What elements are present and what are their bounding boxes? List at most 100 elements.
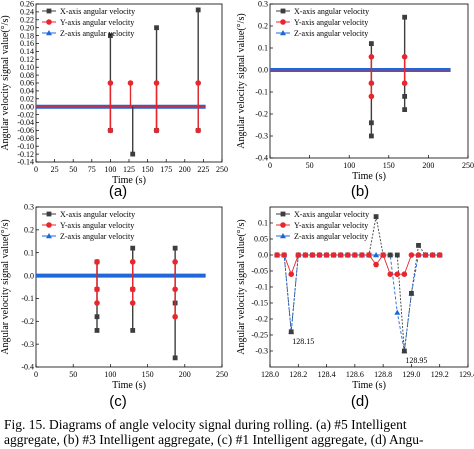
y-axis-label: Angular velocity signal value(°/s) <box>236 13 247 148</box>
y-tick-label: 0.08 <box>20 71 34 80</box>
panel-label: (a) <box>109 183 127 200</box>
x-tick-label: 128.0 <box>261 370 279 379</box>
x-tick-label: 50 <box>69 370 77 379</box>
data-point-y <box>337 252 344 258</box>
y-tick-label: 0.0 <box>258 66 268 75</box>
data-point-y <box>127 80 134 86</box>
y-tick-label: 0.2 <box>258 22 268 31</box>
data-point-x <box>172 355 178 361</box>
data-point-y <box>330 252 337 258</box>
legend-entry: X-axis angular velocity <box>60 210 135 219</box>
y-tick-label: 0.24 <box>20 8 34 17</box>
data-point-x <box>94 314 100 320</box>
data-point-x <box>394 252 400 258</box>
panel-label: (d) <box>351 393 369 410</box>
data-point-x <box>368 120 374 126</box>
legend-entry: Y-axis angular velocity <box>294 221 368 230</box>
x-axis-label: Time (s) <box>112 380 146 391</box>
legend-entry: Z-axis angular velocity <box>294 29 368 38</box>
y-tick-label: -0.02 <box>17 110 34 119</box>
figure-caption: Fig. 15. Diagrams of angle velocity sign… <box>4 417 474 447</box>
x-tick-label: 250 <box>216 165 228 174</box>
legend-entry: Y-axis angular velocity <box>60 221 134 230</box>
data-point-y <box>129 259 136 265</box>
chart-panel-4: -0.3 -0.25 -0.2 -0.15 -0.1 -0.05 0.0 0.05 0.1 128… <box>236 206 474 410</box>
legend: X-axis angular velocity Y-axis angular ve… <box>42 210 135 241</box>
x-tick-label: 0 <box>268 161 272 170</box>
x-tick-label: 250 <box>462 161 474 170</box>
y-tick-label: -0.3 <box>21 340 34 349</box>
data-point-y <box>373 261 379 268</box>
y-tick-label: 0.1 <box>258 219 268 228</box>
x-tick-label: 25 <box>51 165 59 174</box>
legend: X-axis angular velocity Y-axis angular ve… <box>276 210 369 241</box>
data-point-x <box>402 107 408 112</box>
legend: X-axis angular velocity Y-axis angular ve… <box>276 7 369 38</box>
data-point-y <box>394 271 401 278</box>
data-point-y <box>368 93 375 100</box>
data-point-y <box>153 80 160 86</box>
data-point-y <box>368 54 375 60</box>
y-tick-label: 0.20 <box>20 23 34 32</box>
data-point-y <box>401 80 408 86</box>
x-tick-label: 0 <box>34 165 38 174</box>
x-tick-label: 100 <box>104 165 116 174</box>
data-point-x <box>409 291 414 296</box>
y-tick-label: 0.10 <box>20 63 34 72</box>
data-point-y <box>387 271 394 278</box>
data-point-y <box>422 252 429 258</box>
x-tick-label: 200 <box>179 370 191 379</box>
panel-label: (b) <box>351 183 369 200</box>
data-point-x <box>373 214 379 219</box>
legend-entry: Y-axis angular velocity <box>294 18 368 27</box>
x-tick-label: 150 <box>142 165 154 174</box>
data-point-y <box>281 252 287 258</box>
data-point-y <box>195 127 201 134</box>
y-tick-label: 0.16 <box>20 39 34 48</box>
data-point-y <box>309 252 316 258</box>
data-point-x <box>368 41 374 46</box>
data-point-y <box>401 54 408 60</box>
data-point-y <box>352 252 358 258</box>
y-tick-label: 0.0 <box>258 251 268 260</box>
x-tick-label: 129.0 <box>402 370 420 379</box>
x-tick-label: 125 <box>123 165 135 174</box>
legend-entry: Z-axis angular velocity <box>60 232 134 241</box>
data-point-y <box>288 271 295 278</box>
x-tick-label: 128.2 <box>289 370 307 379</box>
panel-label: (c) <box>109 393 127 410</box>
data-point-x <box>130 151 136 157</box>
data-point-y <box>359 252 365 258</box>
data-point-x <box>130 328 136 333</box>
y-tick-label: 0.3 <box>258 0 268 9</box>
x-tick-label: 75 <box>88 165 96 174</box>
legend-marker-y <box>280 19 286 25</box>
legend-marker-y <box>46 222 52 228</box>
x-axis-label: Time (s) <box>352 171 386 182</box>
data-point-y <box>107 80 114 86</box>
data-point-y <box>380 252 386 258</box>
y-tick-label: 0.04 <box>20 87 34 96</box>
legend-marker-y <box>280 222 286 228</box>
y-tick-label: -0.4 <box>255 154 268 163</box>
y-tick-label: -0.3 <box>255 132 268 141</box>
data-point-y <box>408 252 415 258</box>
y-tick-label: -0.12 <box>17 150 34 159</box>
data-point-x <box>108 33 113 38</box>
data-point-y <box>366 252 372 258</box>
x-axis-label: Time (s) <box>352 380 386 391</box>
x-tick-label: 150 <box>383 161 395 170</box>
data-label: 128.95 <box>405 356 427 365</box>
x-tick-label: 200 <box>422 161 434 170</box>
y-tick-label: -0.1 <box>255 283 268 292</box>
x-tick-label: 225 <box>197 165 209 174</box>
data-point-y <box>344 252 351 258</box>
y-tick-label: -0.2 <box>255 315 268 324</box>
legend-marker-x <box>46 211 52 217</box>
data-point-y <box>323 252 330 258</box>
data-point-y <box>94 300 100 306</box>
x-tick-label: 200 <box>179 165 191 174</box>
y-axis-label: Angular velocity signal value(°/s) <box>236 219 247 354</box>
data-point-y <box>274 252 280 258</box>
